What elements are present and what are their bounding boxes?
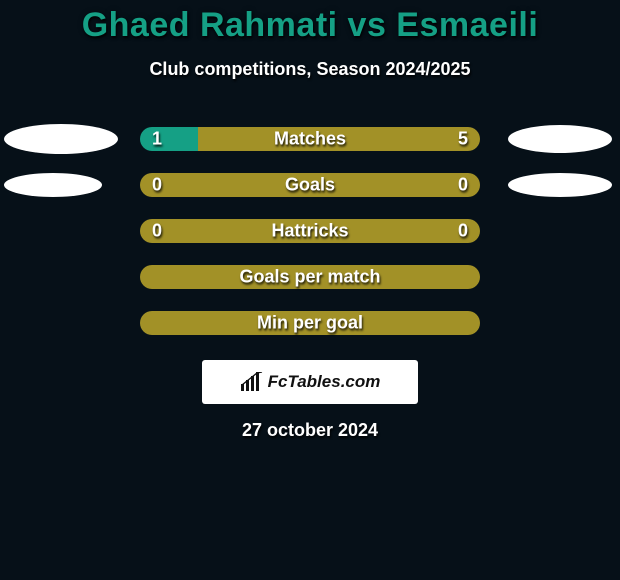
stat-row-goals-per-match: Goals per match xyxy=(0,254,620,300)
stat-row-hattricks: 0 Hattricks 0 xyxy=(0,208,620,254)
comparison-card: Ghaed Rahmati vs Esmaeili Club competiti… xyxy=(0,0,620,580)
title: Ghaed Rahmati vs Esmaeili xyxy=(0,6,620,45)
stat-bar-left-seg xyxy=(140,127,198,151)
stat-bar xyxy=(140,173,480,197)
site-badge: FcTables.com xyxy=(202,360,418,404)
bars-icon xyxy=(240,372,264,392)
stat-bar xyxy=(140,311,480,335)
stat-bar xyxy=(140,127,480,151)
stat-row-matches: 1 Matches 5 xyxy=(0,116,620,162)
site-text: FcTables.com xyxy=(268,372,381,392)
stat-bar-right-seg xyxy=(140,173,480,197)
stat-bar xyxy=(140,219,480,243)
stat-row-goals: 0 Goals 0 xyxy=(0,162,620,208)
player-left-ellipse xyxy=(4,124,118,154)
player-left-ellipse xyxy=(4,173,102,197)
stat-bar-right-seg xyxy=(140,311,480,335)
date-text: 27 october 2024 xyxy=(0,420,620,441)
stat-bar-right-seg xyxy=(140,219,480,243)
player-right-ellipse xyxy=(508,125,612,153)
player-right-ellipse xyxy=(508,173,612,197)
stat-rows: 1 Matches 5 0 Goals 0 0 Hattricks 0 xyxy=(0,116,620,346)
stat-bar-right-seg xyxy=(140,265,480,289)
subtitle: Club competitions, Season 2024/2025 xyxy=(0,59,620,80)
stat-bar xyxy=(140,265,480,289)
stat-row-min-per-goal: Min per goal xyxy=(0,300,620,346)
stat-bar-right-seg xyxy=(198,127,480,151)
